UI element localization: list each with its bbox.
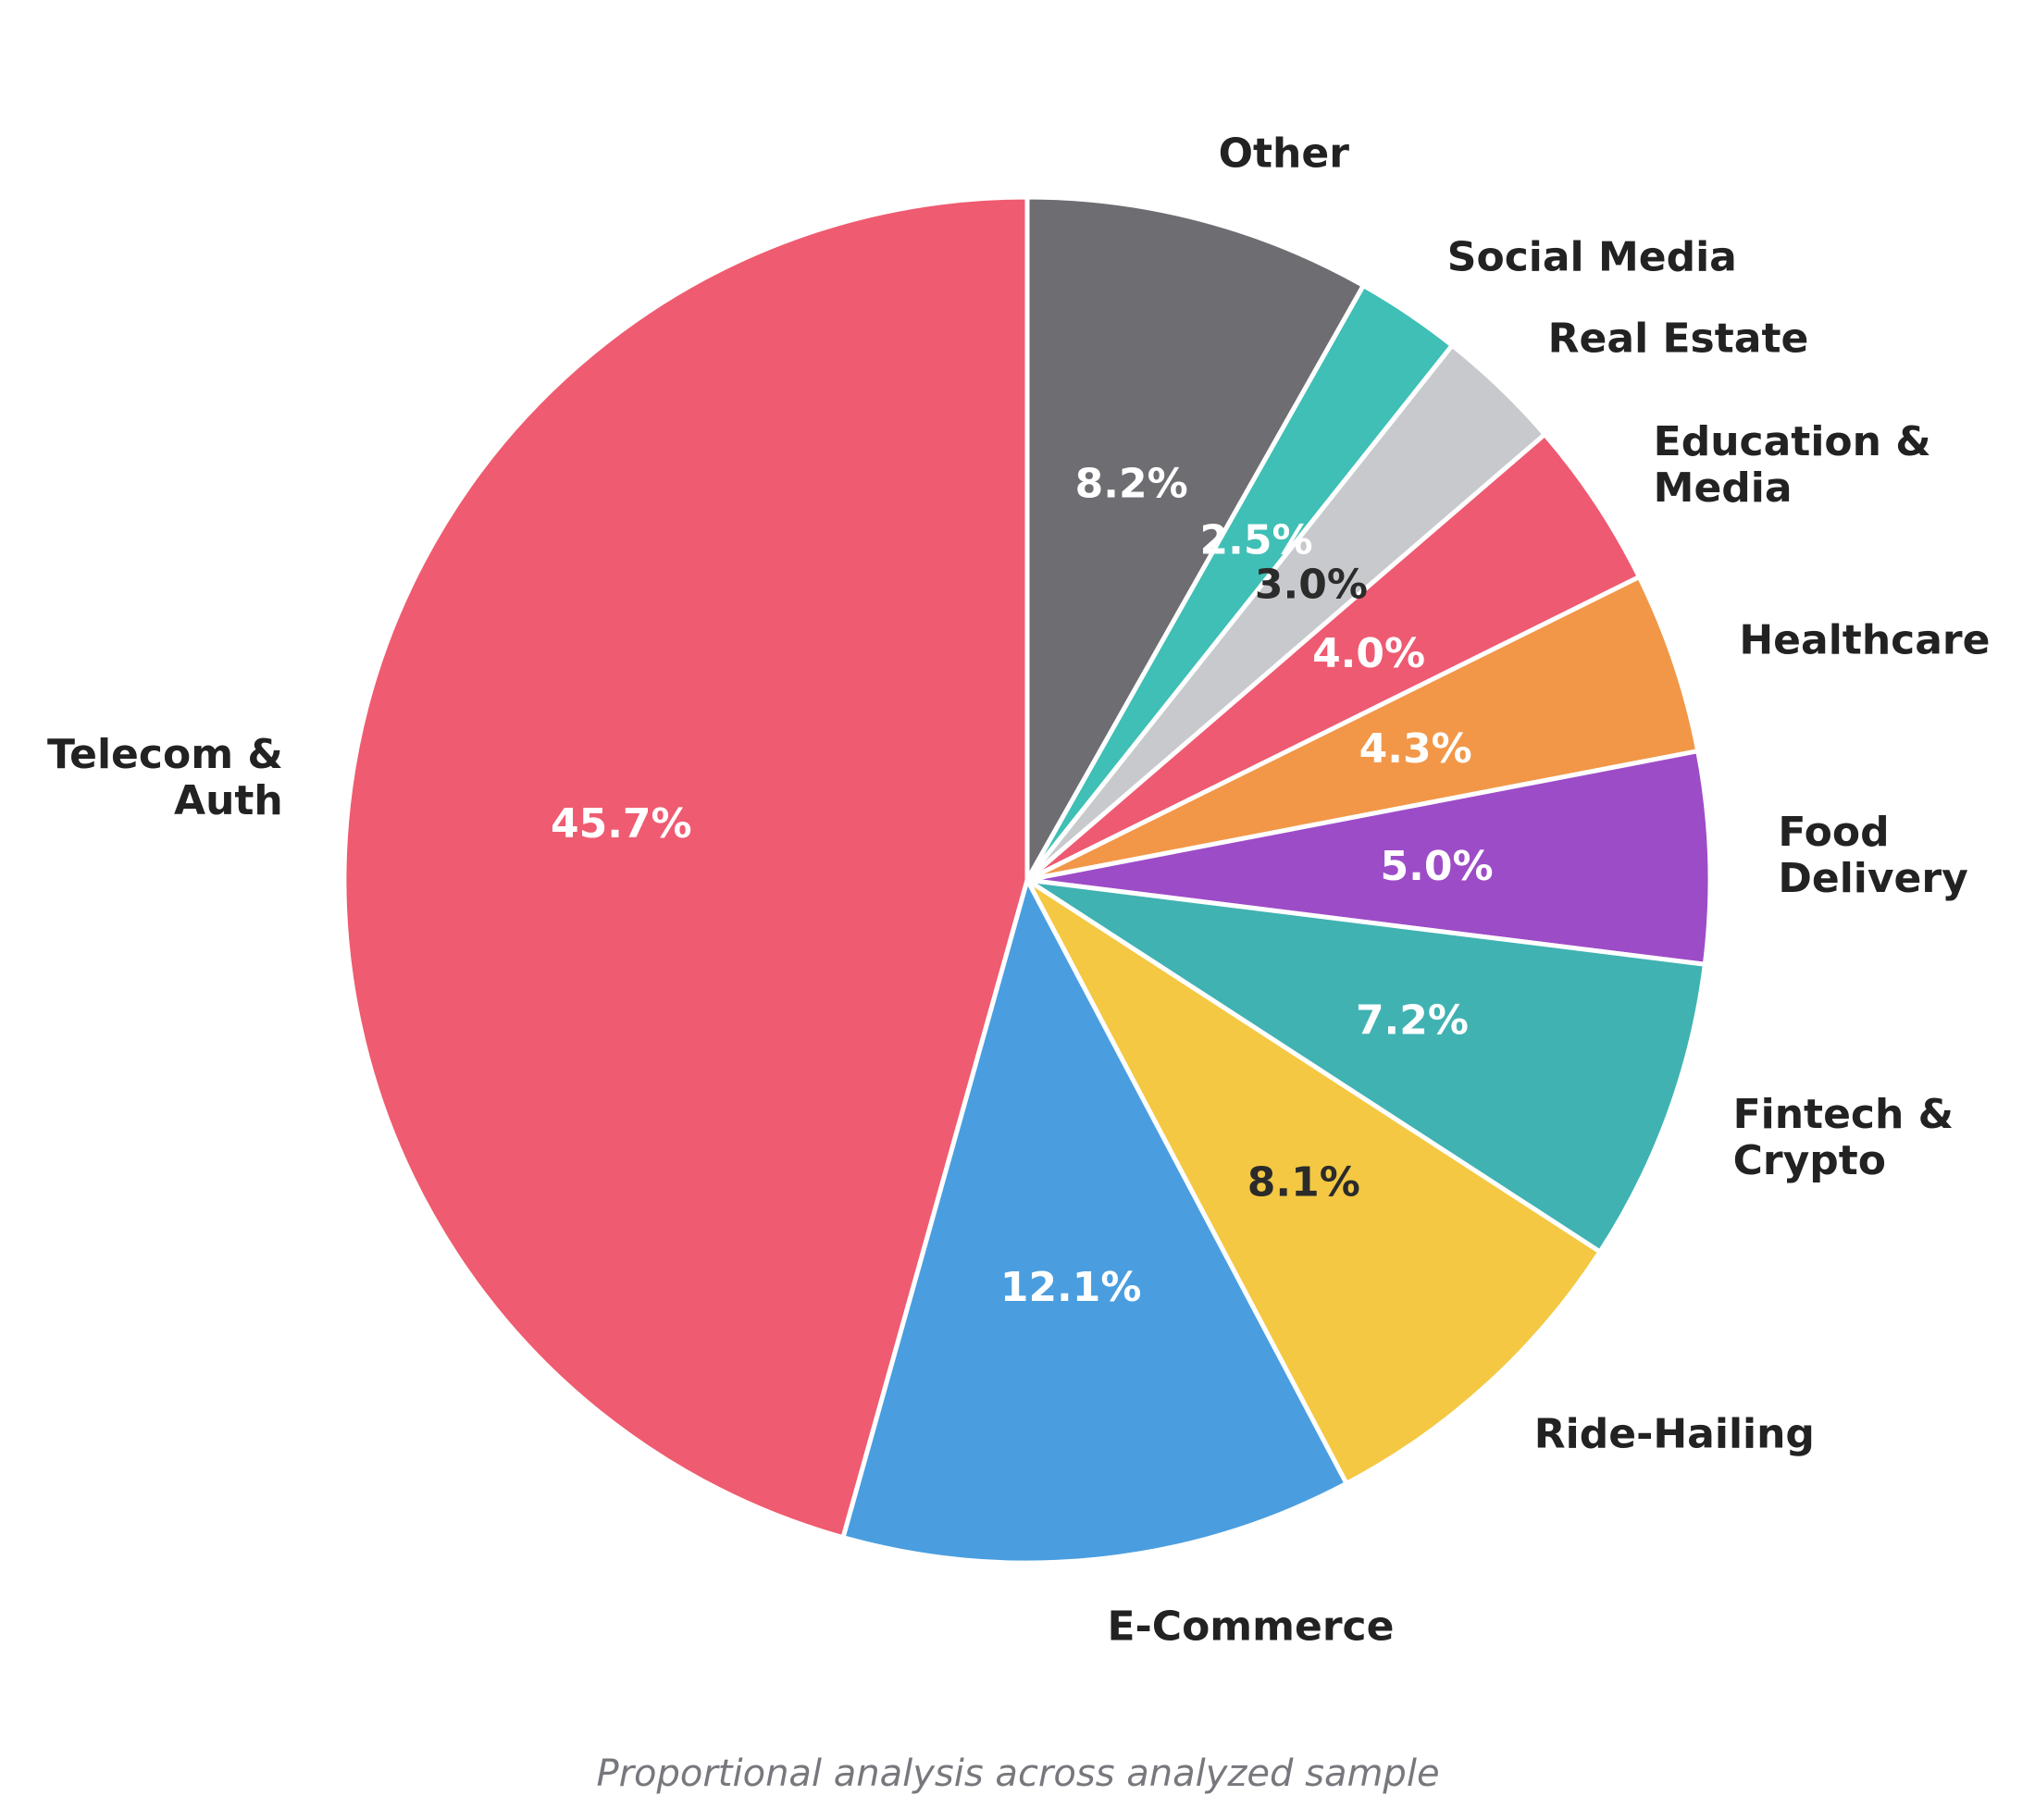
category-label-e-commerce: E-Commerce [1107,1603,1394,1651]
pie-slice-healthcare [1024,575,1701,883]
pct-label-real-estate: 3.0% [1255,561,1368,608]
pie-slice-ride-hailing [1024,877,1603,1486]
category-labels: Other Social Media Real Estate Education & M… [47,130,1991,1650]
pct-label-telecom-and-auth: 45.7% [551,800,692,848]
pct-label-fintech-and-crypto: 7.2% [1356,997,1469,1044]
pie-slice-telecom-and-auth [341,194,1030,1541]
pct-label-e-commerce: 12.1% [1000,1264,1142,1311]
category-label-social-media: Social Media [1447,233,1737,280]
pie-slice-fintech-and-crypto [1024,877,1707,1255]
category-label-other: Other [1219,130,1350,177]
category-label-real-estate: Real Estate [1548,315,1809,362]
category-label-ride-hailing: Ride-Hailing [1534,1411,1815,1458]
pie-slice-other [1024,194,1366,883]
category-label-education-and-media: Education & Media [1654,418,1931,512]
pct-label-other: 8.2% [1075,460,1188,507]
pie-slice-e-commerce [840,877,1349,1566]
category-label-fintech-and-crypto: Fintech & Crypto [1733,1091,1954,1184]
pie-slice-food-delivery [1024,749,1713,967]
pie-slice-education-and-media [1024,431,1642,883]
pct-label-healthcare: 4.3% [1359,725,1472,773]
pct-label-social-media: 2.5% [1200,516,1313,563]
pie-slices [341,194,1713,1566]
chart-caption: Proportional analysis across analyzed sa… [596,1752,1439,1795]
pct-label-education-and-media: 4.0% [1312,630,1425,677]
pct-label-ride-hailing: 8.1% [1247,1158,1360,1206]
category-label-food-delivery: Food Delivery [1778,809,1967,902]
category-label-healthcare: Healthcare [1739,616,1990,663]
percentage-labels: 8.2% 2.5%3.0% 4.0% 4.3% 5.0% 7.2% 8.1% 12.1% 45.… [551,460,1494,1310]
category-label-telecom-and-auth: Telecom & Auth [47,731,283,824]
pct-label-food-delivery: 5.0% [1381,843,1494,890]
